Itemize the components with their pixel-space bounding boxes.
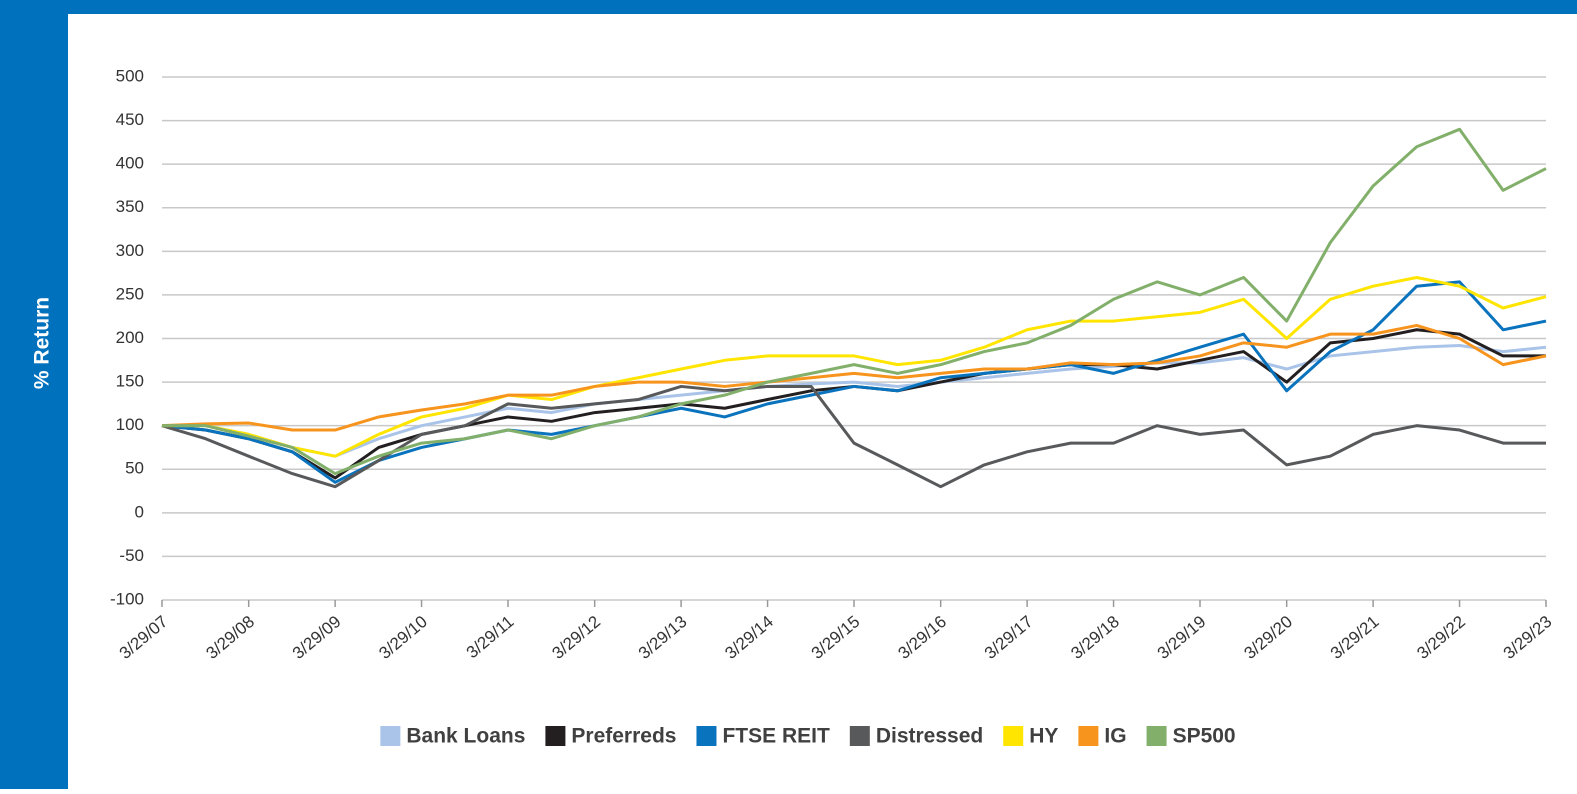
legend-label: FTSE REIT <box>722 725 830 748</box>
series-line <box>162 127 1547 476</box>
x-tick-label: 3/29/16 <box>894 612 950 663</box>
legend-label: SP500 <box>1173 725 1236 748</box>
legend-swatch <box>696 726 717 746</box>
y-tick-label: 500 <box>116 66 144 85</box>
legend-swatch <box>545 726 566 746</box>
legend-swatch <box>380 726 401 746</box>
series-line <box>161 384 1546 489</box>
x-tick-label: 3/29/17 <box>981 612 1037 663</box>
y-tick-label: 100 <box>116 415 144 434</box>
frame-top <box>0 0 1577 14</box>
legend-swatch <box>1003 726 1024 746</box>
y-axis-label: % Return <box>31 297 54 389</box>
y-tick-label: 250 <box>116 284 144 303</box>
y-tick-label: 150 <box>116 372 144 391</box>
y-tick-label: -100 <box>110 589 144 608</box>
series-line <box>162 275 1547 458</box>
legend-label: HY <box>1029 725 1058 748</box>
x-tick-label: 3/29/23 <box>1500 612 1556 663</box>
legend-label: Preferreds <box>571 725 676 748</box>
y-tick-label: 450 <box>116 110 144 129</box>
frame-left <box>0 0 68 789</box>
x-tick-label: 3/29/21 <box>1327 612 1383 663</box>
series-line <box>161 328 1546 480</box>
y-tick-label: 300 <box>116 241 144 260</box>
x-tick-label: 3/29/09 <box>289 612 345 663</box>
x-tick-label: 3/29/14 <box>721 612 777 663</box>
x-tick-label: 3/29/12 <box>548 612 604 663</box>
x-tick-label: 3/29/19 <box>1154 612 1210 663</box>
legend-label: IG <box>1104 725 1126 748</box>
x-tick-label: 3/29/10 <box>375 612 431 663</box>
series-line <box>161 323 1547 432</box>
legend-swatch <box>849 726 870 746</box>
y-tick-label: 400 <box>116 154 144 173</box>
x-tick-label: 3/29/11 <box>463 612 518 662</box>
x-tick-label: 3/29/20 <box>1240 612 1296 663</box>
y-tick-label: 350 <box>116 197 144 216</box>
legend-swatch <box>1078 726 1099 746</box>
y-tick-label: -50 <box>119 546 144 565</box>
y-tick-label: 50 <box>125 459 144 478</box>
x-tick-label: 3/29/18 <box>1067 612 1123 663</box>
x-tick-label: 3/29/08 <box>202 612 258 663</box>
series-line <box>161 280 1547 484</box>
legend-swatch <box>1146 726 1167 746</box>
x-tick-label: 3/29/07 <box>116 612 172 663</box>
series-line <box>162 343 1547 458</box>
y-tick-label: 200 <box>116 328 144 347</box>
x-tick-label: 3/29/22 <box>1413 612 1469 663</box>
legend-label: Distressed <box>876 725 983 748</box>
y-tick-label: 0 <box>135 502 144 521</box>
x-tick-label: 3/29/13 <box>635 612 691 663</box>
x-tick-label: 3/29/15 <box>808 612 864 663</box>
legend-label: Bank Loans <box>406 725 525 748</box>
